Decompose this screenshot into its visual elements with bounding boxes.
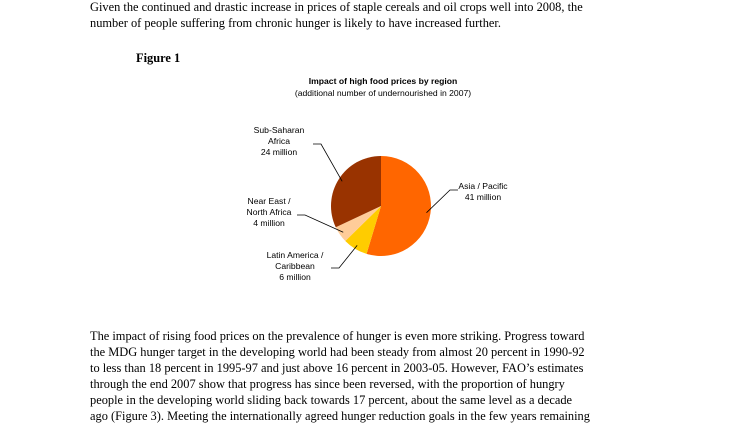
- slice-label-sub-saharan-africa: Sub-Saharan Africa 24 million: [253, 125, 305, 157]
- leader-line-asia-pacific: [426, 189, 458, 214]
- paragraph-line: through the end 2007 show that progress …: [90, 377, 565, 391]
- leader-line-latin-america: [331, 245, 358, 269]
- slice-label-near-east: Near East / North Africa 4 million: [246, 196, 292, 228]
- paragraph-line: people in the developing world sliding b…: [90, 393, 573, 407]
- slice-label-asia-pacific: Asia / Pacific 41 million: [458, 181, 508, 202]
- intro-paragraph: Given the continued and drastic increase…: [90, 0, 676, 31]
- chart-subtitle: (additional number of undernourished in …: [294, 88, 472, 98]
- pie-slice-asia-pacific: [366, 156, 431, 256]
- pie-slice-sub-saharan-africa: [331, 156, 381, 228]
- paragraph-line: number of people suffering from chronic …: [90, 16, 501, 30]
- paragraph-line: the MDG hunger target in the developing …: [90, 345, 585, 359]
- chart-title: Impact of high food prices by region: [308, 76, 458, 86]
- body-paragraph: The impact of rising food prices on the …: [90, 328, 676, 424]
- paragraph-line: to less than 18 percent in 1995-97 and j…: [90, 361, 584, 375]
- paragraph-line: Given the continued and drastic increase…: [90, 0, 583, 14]
- slice-label-latin-america: Latin America / Caribbean 6 million: [266, 250, 324, 282]
- figure-label: Figure 1: [136, 51, 181, 65]
- leader-line-sub-saharan-africa: [313, 143, 343, 182]
- paragraph-line: ago (Figure 3). Meeting the internationa…: [90, 409, 590, 423]
- paragraph-line: The impact of rising food prices on the …: [90, 329, 585, 343]
- pie-slice-latin-america: [345, 206, 381, 254]
- pie-slice-near-east: [335, 206, 381, 241]
- leader-line-near-east: [297, 214, 344, 233]
